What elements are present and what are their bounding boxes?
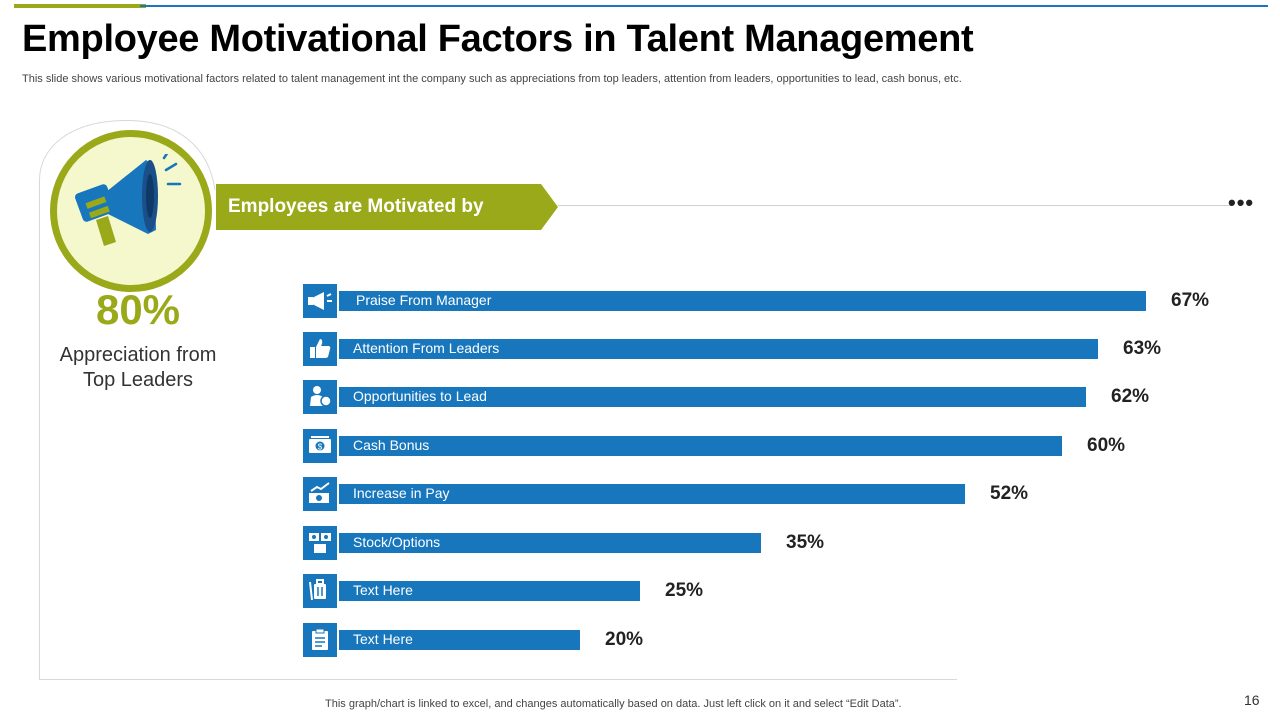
bar-value-label: 63% [1123, 338, 1162, 359]
bar-category-label: Attention From Leaders [353, 340, 500, 356]
bar [339, 533, 761, 553]
top-accent-blue [140, 5, 1268, 7]
bar [339, 291, 1146, 311]
bar-category-label: Increase in Pay [353, 485, 450, 501]
bar-value-label: 35% [786, 532, 825, 553]
megaphone-icon [303, 284, 337, 318]
bar-category-label: Text Here [353, 582, 413, 598]
bar [339, 630, 580, 650]
bar-category-label: Text Here [353, 631, 413, 647]
banner-text: Employees are Motivated by [228, 196, 484, 217]
bar [339, 339, 1098, 359]
bar-row: $ Cash Bonus 60% [0, 0, 1280, 463]
bar [339, 387, 1086, 407]
bar-row: Text Here 25% [0, 0, 1280, 608]
clipboard-icon [303, 623, 337, 657]
bar [339, 581, 640, 601]
luggage-icon [303, 574, 337, 608]
bar-row: Opportunities to Lead 62% [0, 0, 1280, 414]
page-subtitle: This slide shows various motivational fa… [22, 73, 962, 85]
more-options-icon[interactable]: ••• [1228, 190, 1255, 215]
stock-icon [303, 526, 337, 560]
page-title: Employee Motivational Factors in Talent … [22, 18, 974, 60]
highlight-percent: 80% [95, 286, 181, 333]
bar-category-label: Praise From Manager [356, 292, 492, 308]
footer-note: This graph/chart is linked to excel, and… [325, 698, 902, 710]
bar [339, 436, 1062, 456]
bar-row: Attention From Leaders 63% [0, 0, 1280, 366]
page-number: 16 [1244, 692, 1260, 708]
thumbs-up-icon [303, 332, 337, 366]
bar-category-label: Stock/Options [353, 534, 441, 550]
bar-category-label: Opportunities to Lead [353, 388, 487, 404]
bar-row: Increase in Pay 52% [0, 0, 1280, 511]
bar-value-label: 20% [605, 629, 644, 650]
megaphone-icon [75, 154, 182, 246]
highlight-label: Appreciation from Top Leaders [39, 343, 237, 393]
bar-row: Text Here 20% [0, 0, 1280, 657]
bar-value-label: 25% [665, 580, 704, 601]
leader-icon [303, 380, 337, 414]
banner-divider [558, 205, 1230, 206]
bar-value-label: 67% [1171, 290, 1210, 311]
highlight-label-line2: Top Leaders [82, 369, 194, 391]
cash-icon: $ [303, 429, 337, 463]
banner-arrow [216, 184, 558, 230]
top-accent-green [14, 4, 146, 8]
bar-value-label: 62% [1111, 386, 1150, 407]
bar-row: Praise From Manager 67% [0, 0, 1280, 318]
bar-value-label: 60% [1087, 435, 1126, 456]
bar-value-label: 52% [990, 483, 1029, 504]
svg-text:$: $ [318, 443, 323, 452]
highlight-label-line1: Appreciation from [59, 344, 217, 366]
bar [339, 484, 965, 504]
bar-category-label: Cash Bonus [353, 437, 430, 453]
pay-increase-icon [303, 477, 337, 511]
bar-row: Stock/Options 35% [0, 0, 1280, 560]
